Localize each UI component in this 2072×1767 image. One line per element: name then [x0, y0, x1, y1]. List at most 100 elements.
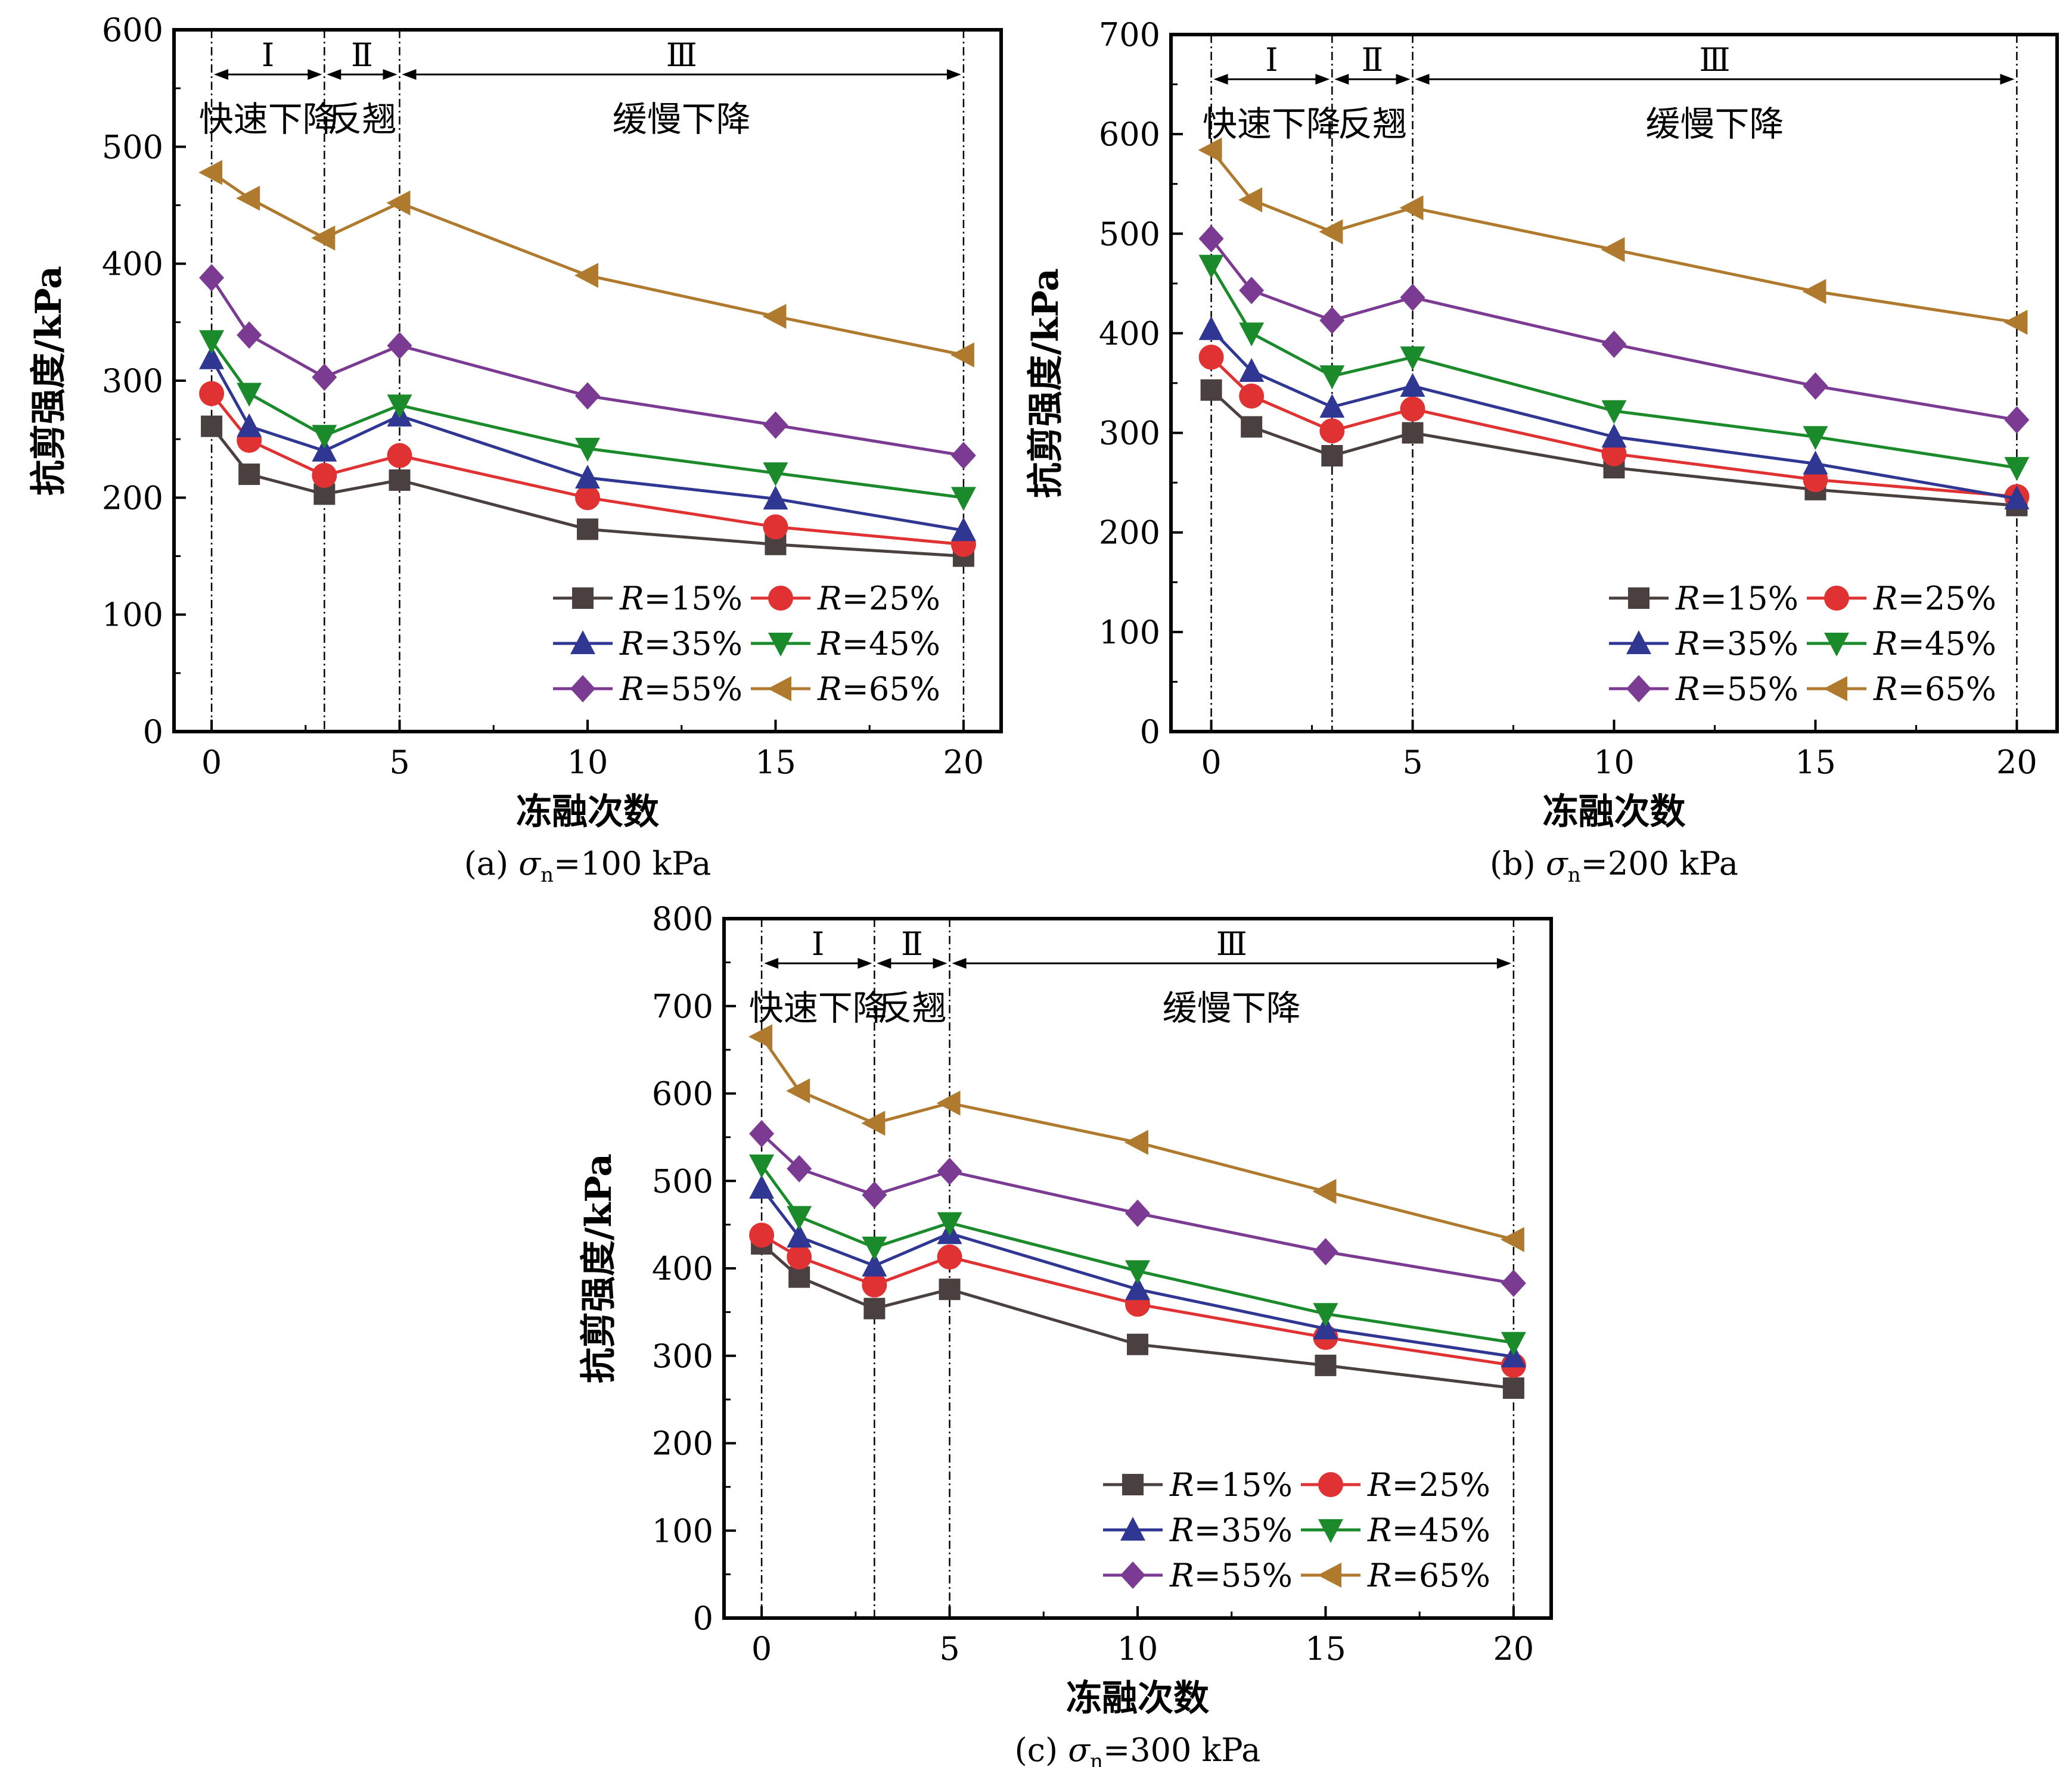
- stage-arrowhead-right: [1396, 74, 1411, 85]
- legend-marker: [1824, 676, 1847, 701]
- stage-arrowhead-left: [1213, 74, 1228, 85]
- y-tick-label: 700: [1099, 16, 1160, 54]
- legend-entry-R65: R=65%: [1807, 670, 1996, 708]
- data-point: [575, 437, 600, 462]
- legend-label-symbol: R: [1675, 625, 1700, 662]
- caption-symbol: σ: [518, 845, 542, 882]
- legend-label: R=15%: [619, 580, 743, 617]
- legend-label-symbol: R: [619, 625, 644, 662]
- data-point: [237, 321, 262, 349]
- legend-label: R=25%: [1367, 1466, 1490, 1504]
- data-point: [862, 1181, 887, 1209]
- data-point: [575, 464, 600, 489]
- data-point: [1125, 1199, 1150, 1227]
- data-point: [575, 382, 600, 410]
- x-tick-label: 0: [201, 743, 222, 781]
- data-point: [387, 394, 412, 419]
- legend-label-value: =45%: [1898, 625, 1996, 662]
- stage-arrowhead-left: [214, 69, 229, 80]
- legend-label: R=55%: [619, 670, 743, 708]
- series-R45: [1198, 254, 2030, 481]
- data-point: [1601, 330, 1627, 358]
- legend-label-value: =25%: [1898, 580, 1996, 617]
- caption-value: =300 kPa: [1103, 1731, 1260, 1767]
- data-point: [1198, 137, 1222, 163]
- x-tick-label: 10: [1593, 743, 1635, 781]
- data-point: [2004, 485, 2030, 509]
- legend-label-value: =15%: [644, 580, 743, 617]
- series-R65: [198, 160, 974, 368]
- stage-numeral: Ⅰ: [812, 925, 824, 963]
- data-point: [577, 518, 598, 540]
- y-tick-label: 100: [102, 596, 163, 634]
- legend-label-symbol: R: [1675, 670, 1700, 708]
- stage-numeral: Ⅱ: [351, 36, 373, 74]
- data-point: [786, 1078, 810, 1104]
- y-tick-label: 0: [143, 713, 163, 751]
- stage-arrowhead-left: [764, 958, 779, 969]
- series-R15: [751, 1233, 1524, 1399]
- data-point: [1400, 373, 1425, 397]
- y-tick-label: 100: [1099, 614, 1160, 651]
- series-R35: [1198, 316, 2030, 509]
- y-tick-label: 500: [652, 1162, 713, 1200]
- legend-label-symbol: R: [1873, 625, 1898, 662]
- legend-marker: [1628, 587, 1649, 609]
- y-tick-label: 800: [652, 900, 713, 938]
- data-point: [2003, 310, 2028, 335]
- legend-label-value: =35%: [1194, 1511, 1293, 1549]
- series-R65: [1198, 137, 2028, 335]
- legend-label-symbol: R: [1367, 1466, 1392, 1504]
- y-tick-label: 500: [1099, 215, 1160, 253]
- data-point: [1239, 357, 1265, 382]
- legend-label: R=55%: [1169, 1557, 1293, 1594]
- data-point: [862, 1252, 887, 1277]
- data-point: [787, 1224, 812, 1248]
- x-tick-label: 10: [1117, 1630, 1158, 1668]
- chart-panel-b: Ⅰ 快速下降 Ⅱ 反翘 Ⅲ 缓慢下降 0 100 200 300 400 500 600 700 0 5 10 1…: [1025, 16, 2059, 887]
- x-tick-label: 5: [1402, 743, 1422, 781]
- y-tick-label: 200: [102, 479, 163, 517]
- data-point: [749, 1222, 775, 1248]
- data-point: [386, 190, 411, 216]
- data-point: [950, 487, 976, 511]
- legend-label: R=15%: [1169, 1466, 1293, 1504]
- legend-label: R=25%: [1873, 580, 1996, 617]
- data-point: [1312, 1178, 1337, 1204]
- data-point: [1803, 426, 1828, 450]
- y-tick-label: 500: [102, 128, 163, 166]
- data-point: [862, 1236, 887, 1261]
- data-point: [1601, 400, 1627, 424]
- caption-subscript: n: [540, 863, 554, 887]
- data-point: [236, 185, 260, 211]
- data-point: [312, 425, 337, 449]
- stage-numeral: Ⅲ: [1216, 925, 1247, 963]
- data-point: [936, 1090, 961, 1116]
- data-point: [1125, 1276, 1150, 1301]
- stage-label: 缓慢下降: [1645, 104, 1784, 144]
- legend-label-symbol: R: [817, 580, 842, 617]
- data-point: [1319, 365, 1345, 390]
- data-point: [1239, 276, 1265, 304]
- data-point: [787, 1244, 812, 1270]
- stage-label: 反翘: [327, 99, 396, 139]
- x-tick-label: 20: [1996, 743, 2037, 781]
- legend-marker: [570, 630, 595, 654]
- data-point: [939, 1278, 961, 1301]
- legend-marker: [570, 675, 595, 702]
- data-point: [1198, 344, 1224, 370]
- y-axis-title: 抗剪强度/kPa: [1025, 268, 1067, 498]
- stage-arrowhead-right: [2000, 74, 2015, 85]
- data-point: [762, 304, 787, 329]
- legend-label: R=45%: [1873, 625, 1996, 662]
- legend-label-value: =45%: [842, 625, 940, 662]
- legend-marker: [572, 587, 594, 609]
- data-point: [1321, 445, 1343, 467]
- data-point: [1238, 187, 1263, 213]
- data-point: [1198, 225, 1224, 253]
- legend-label-value: =65%: [1898, 670, 1996, 708]
- stage-arrowhead-right: [307, 69, 322, 80]
- x-tick-label: 5: [939, 1630, 959, 1668]
- data-point: [788, 1266, 810, 1288]
- data-point: [763, 411, 788, 439]
